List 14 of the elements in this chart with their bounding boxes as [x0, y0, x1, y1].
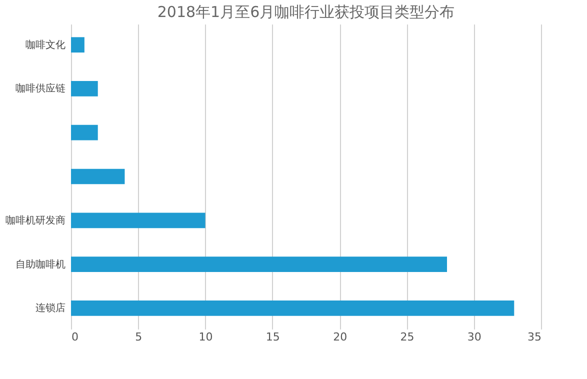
x-tick-label: 20 [333, 330, 348, 344]
y-tick-label: 咖啡文化 [26, 38, 66, 51]
y-tick-label: 自助咖啡机 [16, 258, 66, 270]
y-tick-label: 咖啡机研发商 [6, 214, 66, 226]
chart-title: 2018年1月至6月咖啡行业获投项目类型分布 [157, 3, 455, 21]
x-tick-label: 30 [467, 330, 482, 344]
x-tick-label: 25 [400, 330, 414, 344]
x-tick-label: 15 [266, 330, 280, 344]
y-tick-label: 咖啡供应链 [16, 82, 66, 95]
x-tick-label: 35 [528, 330, 542, 344]
x-tick-label: 10 [198, 330, 213, 344]
y-tick-label: 连锁店 [36, 302, 66, 314]
x-tick-label: 0 [72, 330, 78, 344]
x-tick-label: 5 [135, 330, 142, 344]
